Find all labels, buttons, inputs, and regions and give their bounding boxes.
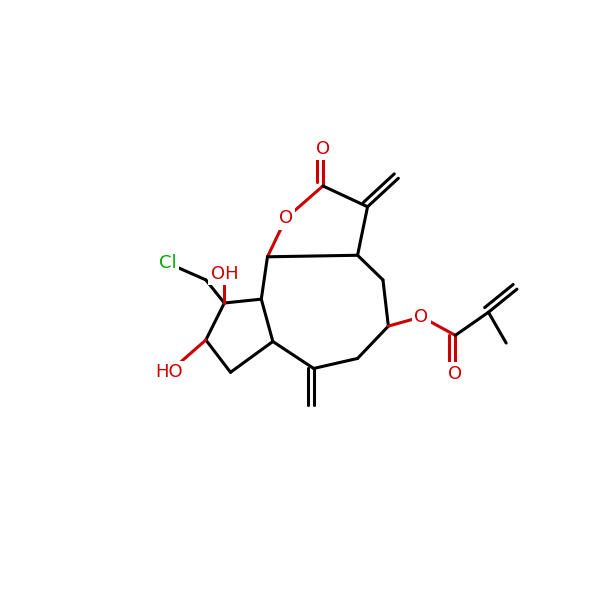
Text: O: O: [448, 365, 463, 383]
Text: Cl: Cl: [158, 254, 176, 272]
Text: O: O: [316, 140, 330, 158]
Text: OH: OH: [211, 265, 238, 283]
Text: HO: HO: [155, 363, 183, 382]
Text: O: O: [279, 209, 293, 227]
Text: O: O: [415, 308, 428, 326]
